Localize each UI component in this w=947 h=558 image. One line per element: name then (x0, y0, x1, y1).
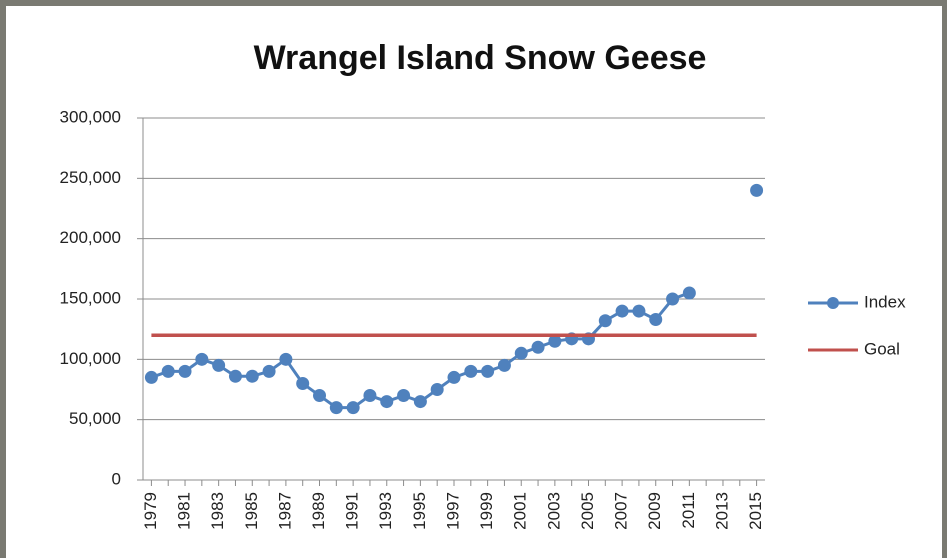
data-point (615, 304, 629, 318)
legend-marker (827, 297, 839, 309)
data-point (161, 364, 175, 378)
y-tick-label: 0 (112, 469, 121, 488)
data-point (548, 334, 562, 348)
x-tick-label: 1997 (443, 492, 462, 530)
x-tick-label: 1979 (141, 492, 160, 530)
x-tick-label: 2013 (712, 492, 731, 530)
data-point (750, 183, 764, 197)
data-point (228, 369, 242, 383)
data-point (464, 364, 478, 378)
y-tick-label: 50,000 (69, 409, 121, 428)
data-point (144, 370, 158, 384)
data-point (514, 346, 528, 360)
data-point (666, 292, 680, 306)
x-tick-label: 2009 (645, 492, 664, 530)
data-point (363, 389, 377, 403)
data-point (313, 389, 327, 403)
data-point (413, 395, 427, 409)
legend-label: Goal (864, 339, 900, 358)
data-point (262, 364, 276, 378)
x-tick-label: 1993 (376, 492, 395, 530)
x-tick-label: 1983 (208, 492, 227, 530)
x-tick-label: 2005 (578, 492, 597, 530)
y-tick-label: 250,000 (60, 168, 121, 187)
x-tick-label: 1991 (343, 492, 362, 530)
x-tick-label: 1989 (309, 492, 328, 530)
data-point (380, 395, 394, 409)
data-point (346, 401, 360, 415)
x-tick-label: 1987 (275, 492, 294, 530)
x-tick-label: 2007 (612, 492, 631, 530)
data-point (212, 358, 226, 372)
y-tick-label: 200,000 (60, 228, 121, 247)
data-point (430, 383, 444, 396)
data-point (329, 401, 343, 415)
data-point (397, 389, 411, 403)
x-tick-label: 2003 (544, 492, 563, 530)
x-tick-label: 1999 (477, 492, 496, 530)
data-point (279, 352, 293, 366)
x-tick-label: 1981 (175, 492, 194, 530)
chart-panel (6, 6, 942, 558)
y-tick-label: 100,000 (60, 349, 121, 368)
chart-title: Wrangel Island Snow Geese (254, 39, 707, 77)
x-tick-label: 2015 (746, 492, 765, 530)
x-tick-label: 2011 (679, 492, 698, 529)
data-point (447, 370, 461, 384)
data-point (245, 369, 259, 383)
data-point (632, 304, 646, 318)
data-point (649, 313, 663, 327)
data-point (296, 376, 310, 390)
data-point (481, 364, 495, 378)
data-point (497, 358, 511, 372)
y-tick-label: 300,000 (60, 107, 121, 126)
data-point (682, 286, 696, 300)
data-point (178, 364, 192, 378)
data-point (598, 314, 612, 328)
x-tick-label: 1995 (410, 492, 429, 530)
data-point (195, 352, 209, 366)
y-tick-label: 150,000 (60, 288, 121, 307)
legend-label: Index (864, 292, 906, 311)
x-tick-label: 1985 (242, 492, 261, 530)
x-tick-label: 2001 (511, 492, 530, 530)
data-point (531, 340, 545, 354)
